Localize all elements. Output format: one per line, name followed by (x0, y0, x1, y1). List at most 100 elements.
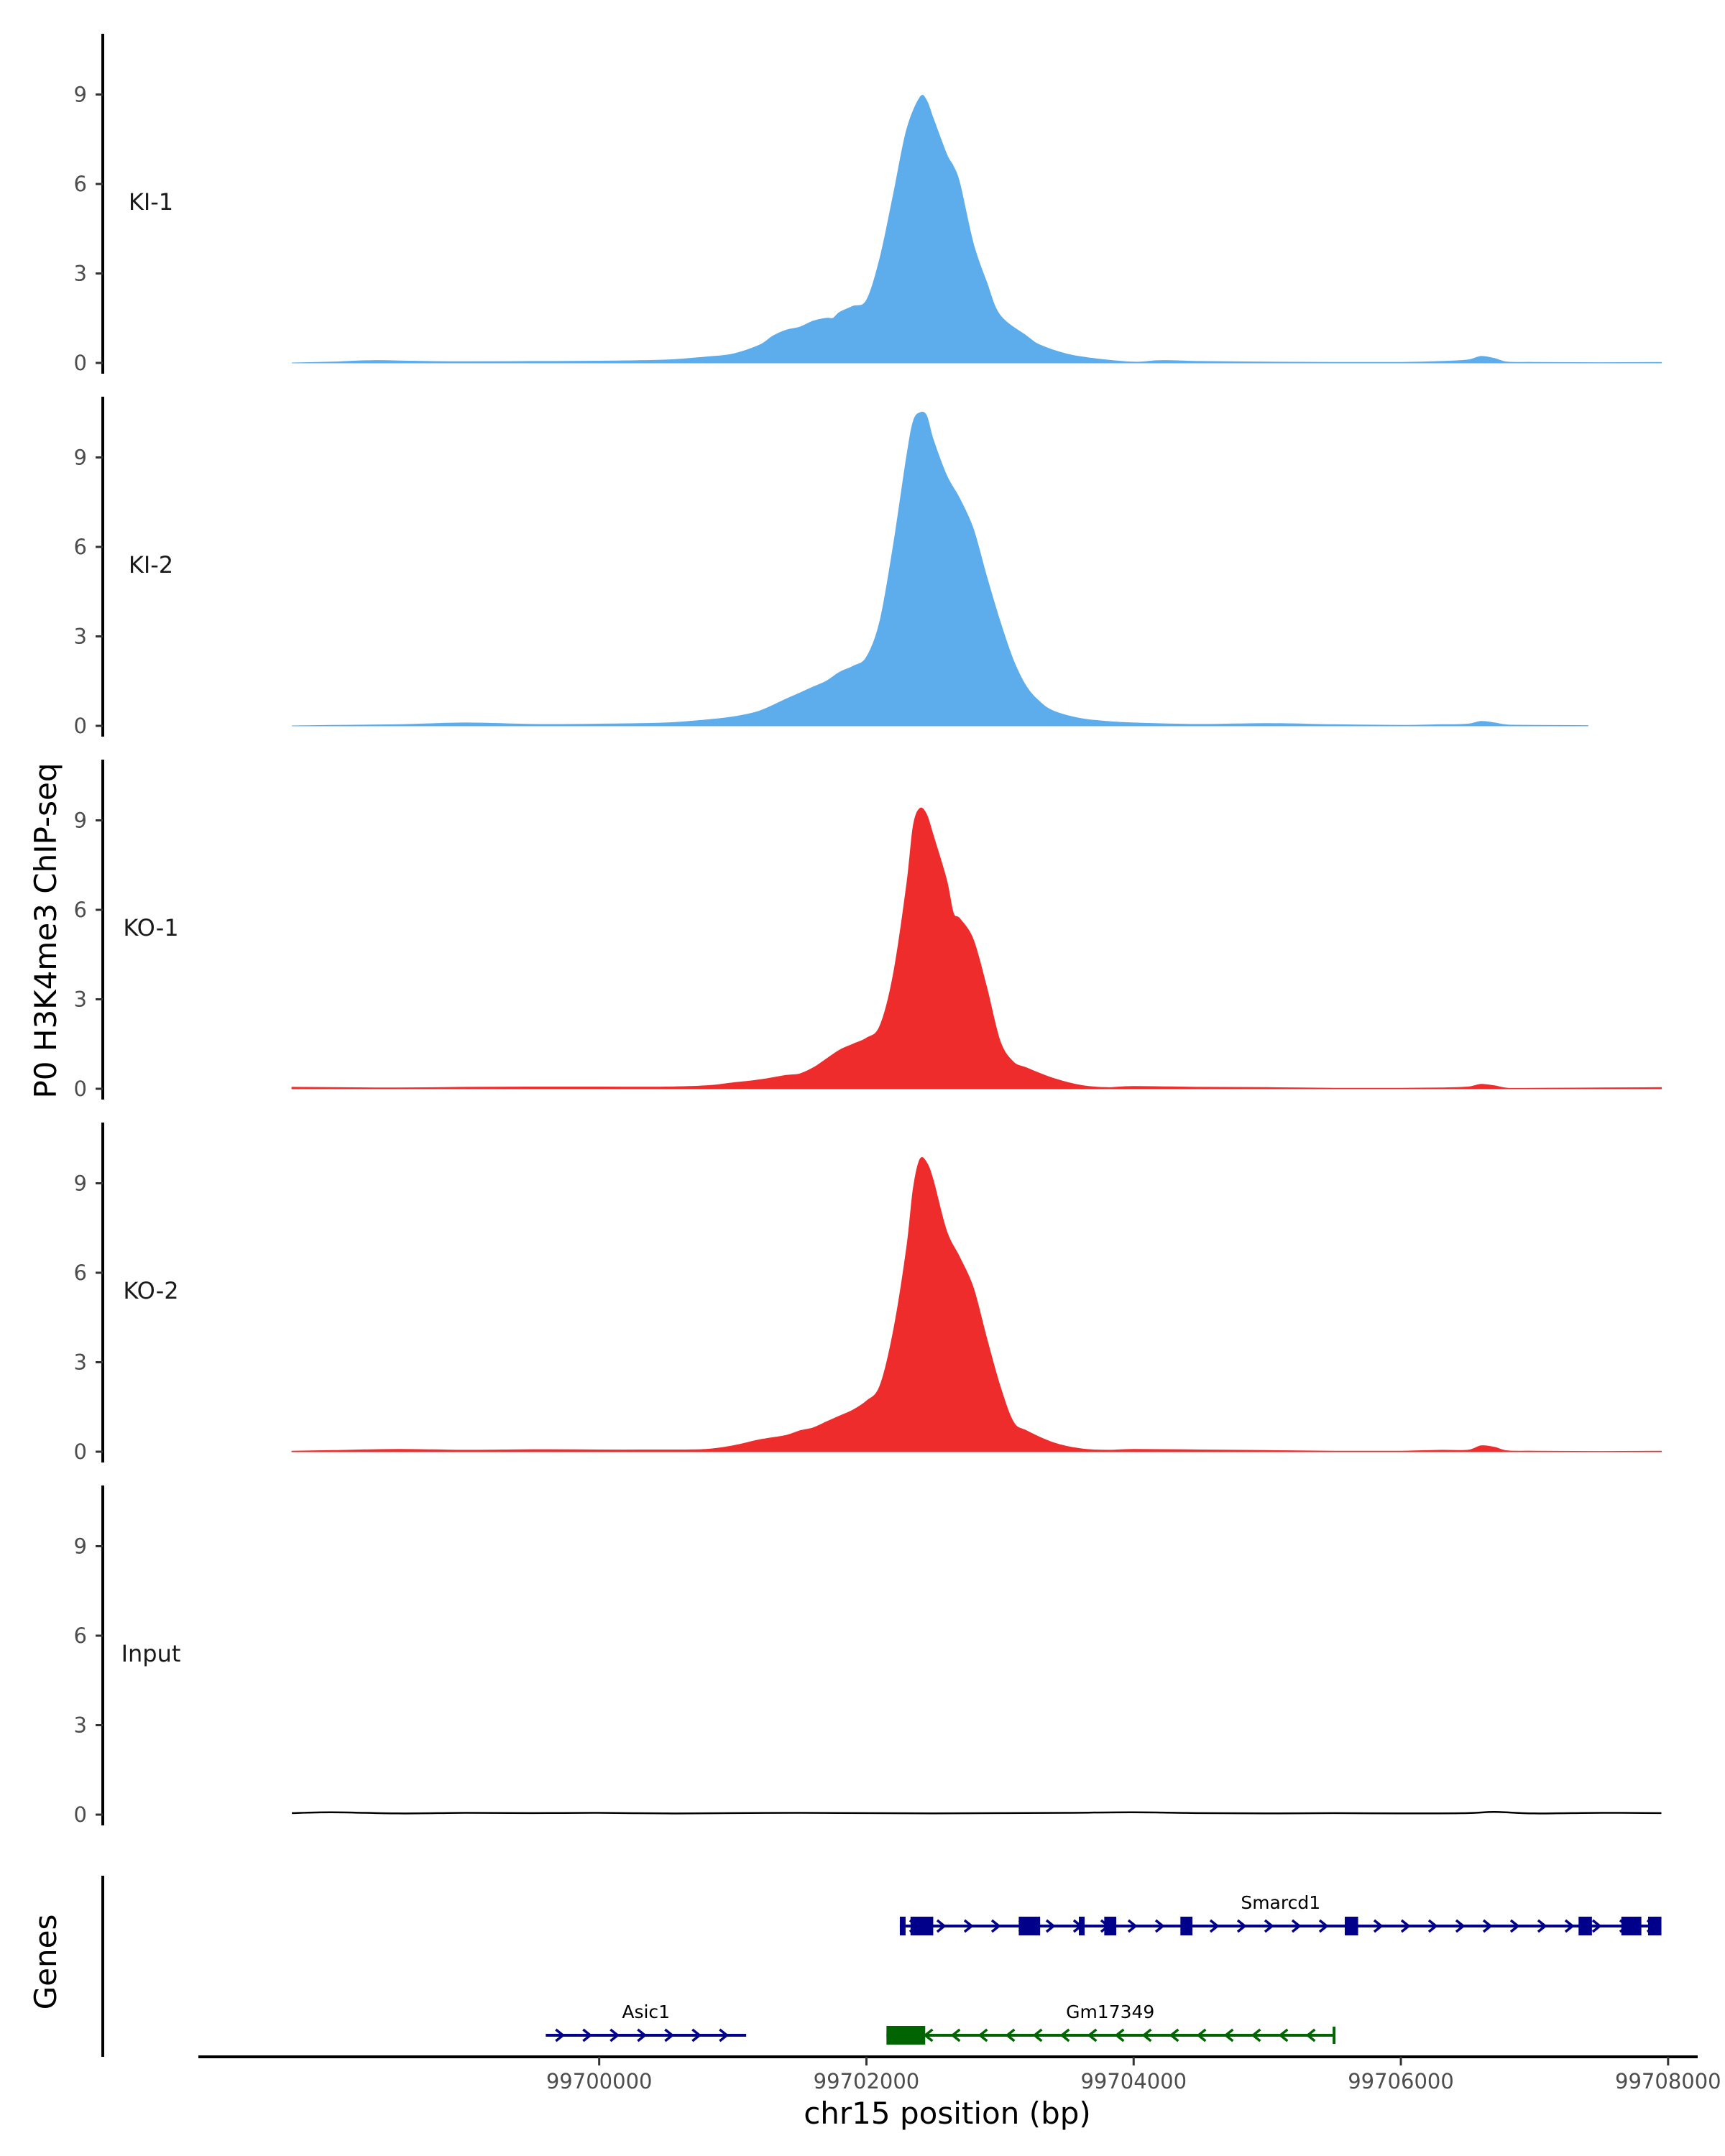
strand-arrow (1032, 2028, 1043, 2042)
strand-arrow (1169, 2028, 1179, 2042)
strand-arrow (1291, 1919, 1302, 1933)
gene-smarcd1: Smarcd1 (899, 1892, 1662, 1935)
strand-arrow (637, 2028, 648, 2042)
y-tick-label: 6 (74, 1261, 87, 1285)
strand-arrow (691, 2028, 702, 2042)
strand-arrow (1141, 2028, 1152, 2042)
track-label: KI-1 (129, 188, 173, 216)
y-tick-label: 9 (74, 446, 87, 470)
x-axis-title: chr15 position (bp) (804, 2096, 1091, 2131)
y-tick-label: 0 (74, 351, 87, 375)
strand-arrow (1251, 2028, 1261, 2042)
x-tick-label: 99702000 (814, 2069, 920, 2093)
coverage-area-ki-1 (292, 95, 1662, 364)
strand-arrow (1196, 2028, 1207, 2042)
gene-gm17349: Gm17349 (886, 2001, 1336, 2045)
y-tick-label: 9 (74, 1534, 87, 1559)
strand-arrow (990, 1919, 1001, 1933)
x-tick-label: 99708000 (1615, 2069, 1721, 2093)
track-ki-1: 0 3 6 9 KI-1 (74, 34, 1662, 375)
y-tick-label: 3 (74, 625, 87, 649)
exon (886, 2026, 926, 2045)
strand-arrow (1045, 1919, 1056, 1933)
coverage-area-ko-2 (291, 1157, 1662, 1452)
y-tick-label: 3 (74, 1713, 87, 1738)
strand-arrow (1264, 1919, 1274, 1933)
x-tick-label: 99700000 (546, 2069, 653, 2093)
strand-arrow (1591, 1919, 1602, 1933)
y-axis-title: P0 H3K4me3 ChIP-seq (28, 763, 63, 1098)
strand-arrow (582, 2028, 593, 2042)
strand-arrow (1278, 2028, 1289, 2042)
strand-arrow (1509, 1919, 1520, 1933)
y-tick-label: 9 (74, 83, 87, 107)
strand-arrow (1114, 2028, 1125, 2042)
strand-arrow (610, 2028, 620, 2042)
track-ko-2: 0 3 6 9 KO-2 (74, 1123, 1662, 1464)
y-tick-label: 3 (74, 1350, 87, 1375)
genes-axis-title: Genes (28, 1915, 63, 2010)
track-label: KI-2 (129, 551, 173, 579)
gene-annotation-track: Smarcd1 Gm17349 Asic1 (101, 1876, 1662, 2057)
y-tick-label: 3 (74, 987, 87, 1012)
strand-arrow (719, 2028, 730, 2042)
coverage-line-input (292, 1811, 1662, 1815)
exon (1079, 1917, 1085, 1935)
y-tick-label: 9 (74, 808, 87, 833)
coverage-area-ki-2 (292, 411, 1588, 727)
strand-arrow (1482, 1919, 1493, 1933)
strand-arrow (555, 2028, 566, 2042)
x-tick-label: 99706000 (1348, 2069, 1454, 2093)
track-label: Input (121, 1640, 181, 1667)
strand-arrow (664, 2028, 675, 2042)
exon (1018, 1917, 1041, 1935)
exon (1578, 1917, 1592, 1935)
exon (899, 1917, 906, 1935)
strand-arrow (1127, 1919, 1138, 1933)
gene-label: Gm17349 (1066, 2001, 1154, 2022)
y-tick-label: 6 (74, 535, 87, 559)
strand-arrow (1537, 1919, 1547, 1933)
strand-arrow (1564, 1919, 1575, 1933)
y-tick-label: 6 (74, 1623, 87, 1648)
gene-label: Smarcd1 (1241, 1892, 1320, 1913)
track-label: KO-1 (123, 914, 178, 941)
strand-arrow (1373, 1919, 1384, 1933)
strand-arrow (1005, 2028, 1016, 2042)
x-axis: 99700000 99702000 99704000 99706000 99708000 (198, 2055, 1721, 2093)
strand-arrow (936, 1919, 947, 1933)
strand-arrow (1318, 1919, 1329, 1933)
strand-arrow (950, 2028, 961, 2042)
track-ko-1: 0 3 6 9 KO-1 (74, 760, 1662, 1101)
x-tick-label: 99704000 (1080, 2069, 1187, 2093)
strand-arrow (1305, 2028, 1316, 2042)
strand-arrow (1223, 2028, 1234, 2042)
exon (1621, 1917, 1642, 1935)
exon (1344, 1917, 1358, 1935)
exon (1180, 1917, 1193, 1935)
track-ki-2: 0 3 6 9 KI-2 (74, 397, 1588, 738)
y-tick-label: 9 (74, 1171, 87, 1196)
y-tick-label: 0 (74, 1077, 87, 1101)
y-tick-label: 0 (74, 1802, 87, 1827)
strand-arrow (963, 1919, 974, 1933)
strand-arrow (1087, 2028, 1098, 2042)
strand-arrow (1400, 1919, 1411, 1933)
strand-arrow (978, 2028, 988, 2042)
strand-arrow (1209, 1919, 1220, 1933)
track-label: KO-2 (123, 1277, 178, 1304)
strand-arrow (1455, 1919, 1466, 1933)
coverage-tracks: 0 3 6 9 KI-1 0 3 6 9 KI-2 0 3 6 9 KO-1 0 3 6 9 KO-2 0 3 6 9 Inpu… (74, 34, 1662, 1827)
strand-arrow (1154, 1919, 1165, 1933)
strand-arrow (1059, 2028, 1070, 2042)
y-tick-label: 6 (74, 898, 87, 922)
y-tick-label: 0 (74, 1439, 87, 1464)
gene-asic1: Asic1 (546, 2001, 747, 2042)
coverage-area-ko-1 (291, 807, 1662, 1089)
strand-arrow (1427, 1919, 1438, 1933)
y-tick-label: 3 (74, 262, 87, 286)
exon (910, 1917, 934, 1935)
strand-arrow (1236, 1919, 1247, 1933)
track-input: 0 3 6 9 Input (74, 1485, 1662, 1827)
